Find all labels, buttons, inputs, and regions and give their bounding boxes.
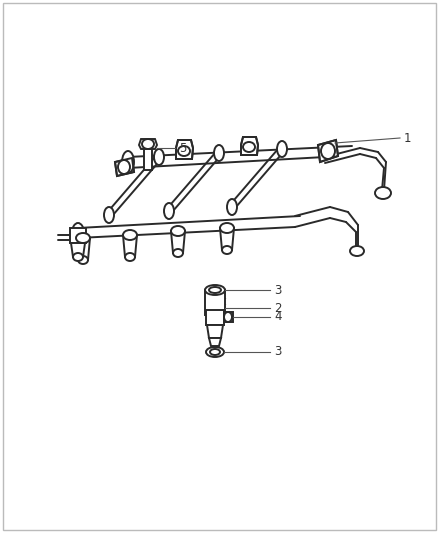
Text: 2: 2 [273,302,281,314]
Text: 3: 3 [273,284,281,296]
Ellipse shape [374,187,390,199]
Polygon shape [115,158,134,176]
Polygon shape [205,290,225,315]
Polygon shape [219,228,233,250]
Polygon shape [208,338,220,346]
Ellipse shape [73,253,83,261]
Polygon shape [76,238,90,260]
Polygon shape [171,231,184,253]
Ellipse shape [164,203,173,219]
Ellipse shape [349,246,363,256]
Ellipse shape [320,143,334,159]
Polygon shape [223,312,233,322]
Ellipse shape [72,223,84,243]
Ellipse shape [123,230,137,240]
Polygon shape [240,137,258,155]
Ellipse shape [223,312,231,322]
Polygon shape [144,149,152,170]
Ellipse shape [141,139,154,149]
Ellipse shape [173,249,183,257]
Text: 3: 3 [273,345,281,359]
Ellipse shape [122,151,134,173]
Ellipse shape [177,146,190,156]
Ellipse shape [222,246,231,254]
Ellipse shape [205,285,225,295]
Ellipse shape [243,142,254,152]
Polygon shape [123,235,137,257]
Polygon shape [317,140,337,162]
Ellipse shape [213,145,223,161]
Polygon shape [139,139,157,149]
Ellipse shape [208,287,220,293]
Ellipse shape [78,256,88,264]
Text: 1: 1 [403,132,410,144]
Ellipse shape [205,347,223,357]
Ellipse shape [76,233,90,243]
Polygon shape [207,325,223,338]
Polygon shape [70,228,86,243]
Polygon shape [176,140,193,159]
Ellipse shape [118,160,130,174]
Text: 4: 4 [273,311,281,324]
Ellipse shape [276,141,286,157]
Text: 5: 5 [179,141,186,155]
Ellipse shape [209,349,219,355]
Ellipse shape [154,149,164,165]
Ellipse shape [104,207,114,223]
Polygon shape [71,243,85,257]
Ellipse shape [226,199,237,215]
Ellipse shape [171,226,184,236]
Ellipse shape [125,253,135,261]
Polygon shape [205,310,223,325]
Ellipse shape [219,223,233,233]
